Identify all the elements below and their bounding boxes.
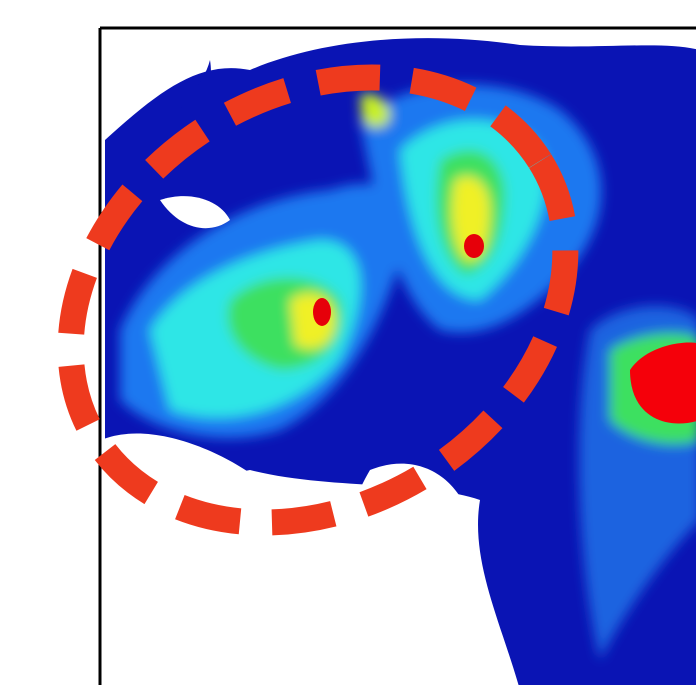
panel-label: J — [0, 29, 9, 134]
plot-frame — [98, 26, 696, 685]
highlight-ellipse — [57, 64, 579, 536]
